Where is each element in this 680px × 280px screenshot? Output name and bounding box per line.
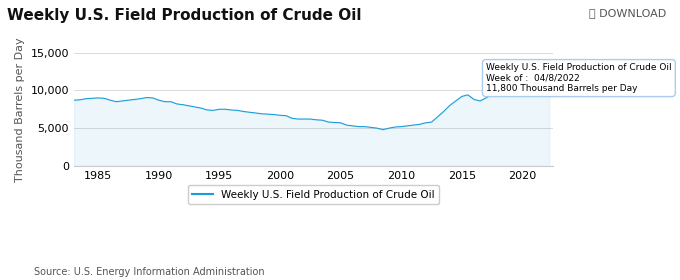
Text: ⤓ DOWNLOAD: ⤓ DOWNLOAD	[589, 8, 666, 18]
Text: Weekly U.S. Field Production of Crude Oil: Weekly U.S. Field Production of Crude Oi…	[7, 8, 361, 24]
Legend: Weekly U.S. Field Production of Crude Oil: Weekly U.S. Field Production of Crude Oi…	[188, 185, 439, 204]
Text: Source: U.S. Energy Information Administration: Source: U.S. Energy Information Administ…	[34, 267, 265, 277]
Y-axis label: Thousand Barrels per Day: Thousand Barrels per Day	[15, 37, 25, 181]
Text: Weekly U.S. Field Production of Crude Oil
Week of :  04/8/2022
11,800 Thousand B: Weekly U.S. Field Production of Crude Oi…	[486, 63, 672, 93]
